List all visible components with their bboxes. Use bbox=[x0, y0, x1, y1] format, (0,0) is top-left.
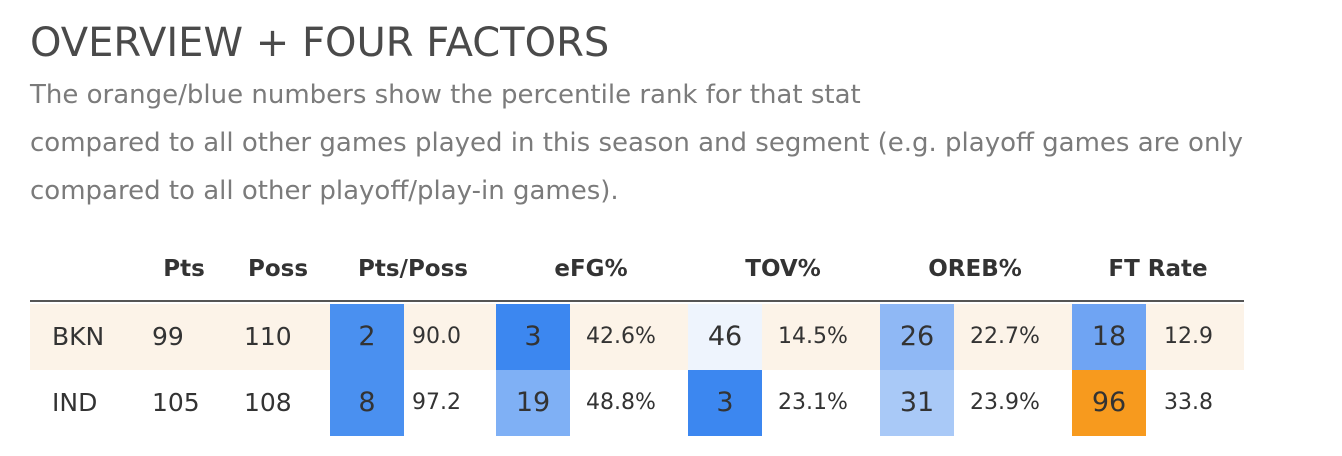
team-name: IND bbox=[52, 388, 98, 417]
subtitle-line-2: compared to all other games played in th… bbox=[30, 128, 1244, 158]
subtitle-line-3: compared to all other playoff/play-in ga… bbox=[30, 176, 619, 206]
team-name: BKN bbox=[52, 322, 105, 351]
table-row: BKN 99 110 2 90.0 3 42.6% 46 14.5% 26 22… bbox=[30, 304, 1244, 370]
tov-value: 23.1% bbox=[778, 390, 848, 415]
efg-value: 48.8% bbox=[586, 390, 656, 415]
col-header-poss: Poss bbox=[247, 256, 309, 282]
pts-poss-value: 97.2 bbox=[412, 390, 461, 415]
ft-rate-value: 33.8 bbox=[1164, 390, 1213, 415]
oreb-value: 23.9% bbox=[970, 390, 1040, 415]
pts-poss-percentile: 8 bbox=[330, 370, 404, 436]
four-factors-table: Pts Poss Pts/Poss eFG% TOV% OREB% FT Rat… bbox=[30, 252, 1244, 436]
efg-percentile: 19 bbox=[496, 370, 570, 436]
pts-value: 105 bbox=[152, 388, 200, 417]
table-row: IND 105 108 8 97.2 19 48.8% 3 23.1% 31 2… bbox=[30, 370, 1244, 436]
poss-value: 108 bbox=[244, 388, 292, 417]
col-header-ft-rate: FT Rate bbox=[1108, 256, 1208, 282]
tov-percentile: 46 bbox=[688, 304, 762, 370]
table-header: Pts Poss Pts/Poss eFG% TOV% OREB% FT Rat… bbox=[30, 252, 1244, 296]
tov-percentile: 3 bbox=[688, 370, 762, 436]
col-header-pts: Pts bbox=[163, 256, 205, 282]
tov-value: 14.5% bbox=[778, 324, 848, 349]
oreb-percentile: 31 bbox=[880, 370, 954, 436]
page-title: OVERVIEW + FOUR FACTORS bbox=[30, 20, 610, 66]
subtitle-line-1: The orange/blue numbers show the percent… bbox=[30, 80, 861, 110]
col-header-tov: TOV% bbox=[745, 256, 821, 282]
poss-value: 110 bbox=[244, 322, 292, 351]
ft-rate-percentile: 96 bbox=[1072, 370, 1146, 436]
pts-poss-percentile: 2 bbox=[330, 304, 404, 370]
col-header-efg: eFG% bbox=[554, 256, 628, 282]
efg-percentile: 3 bbox=[496, 304, 570, 370]
ft-rate-percentile: 18 bbox=[1072, 304, 1146, 370]
ft-rate-value: 12.9 bbox=[1164, 324, 1213, 349]
pts-value: 99 bbox=[152, 322, 184, 351]
oreb-value: 22.7% bbox=[970, 324, 1040, 349]
col-header-pts-poss: Pts/Poss bbox=[358, 256, 468, 282]
col-header-oreb: OREB% bbox=[928, 256, 1022, 282]
header-rule bbox=[30, 300, 1244, 302]
pts-poss-value: 90.0 bbox=[412, 324, 461, 349]
oreb-percentile: 26 bbox=[880, 304, 954, 370]
efg-value: 42.6% bbox=[586, 324, 656, 349]
